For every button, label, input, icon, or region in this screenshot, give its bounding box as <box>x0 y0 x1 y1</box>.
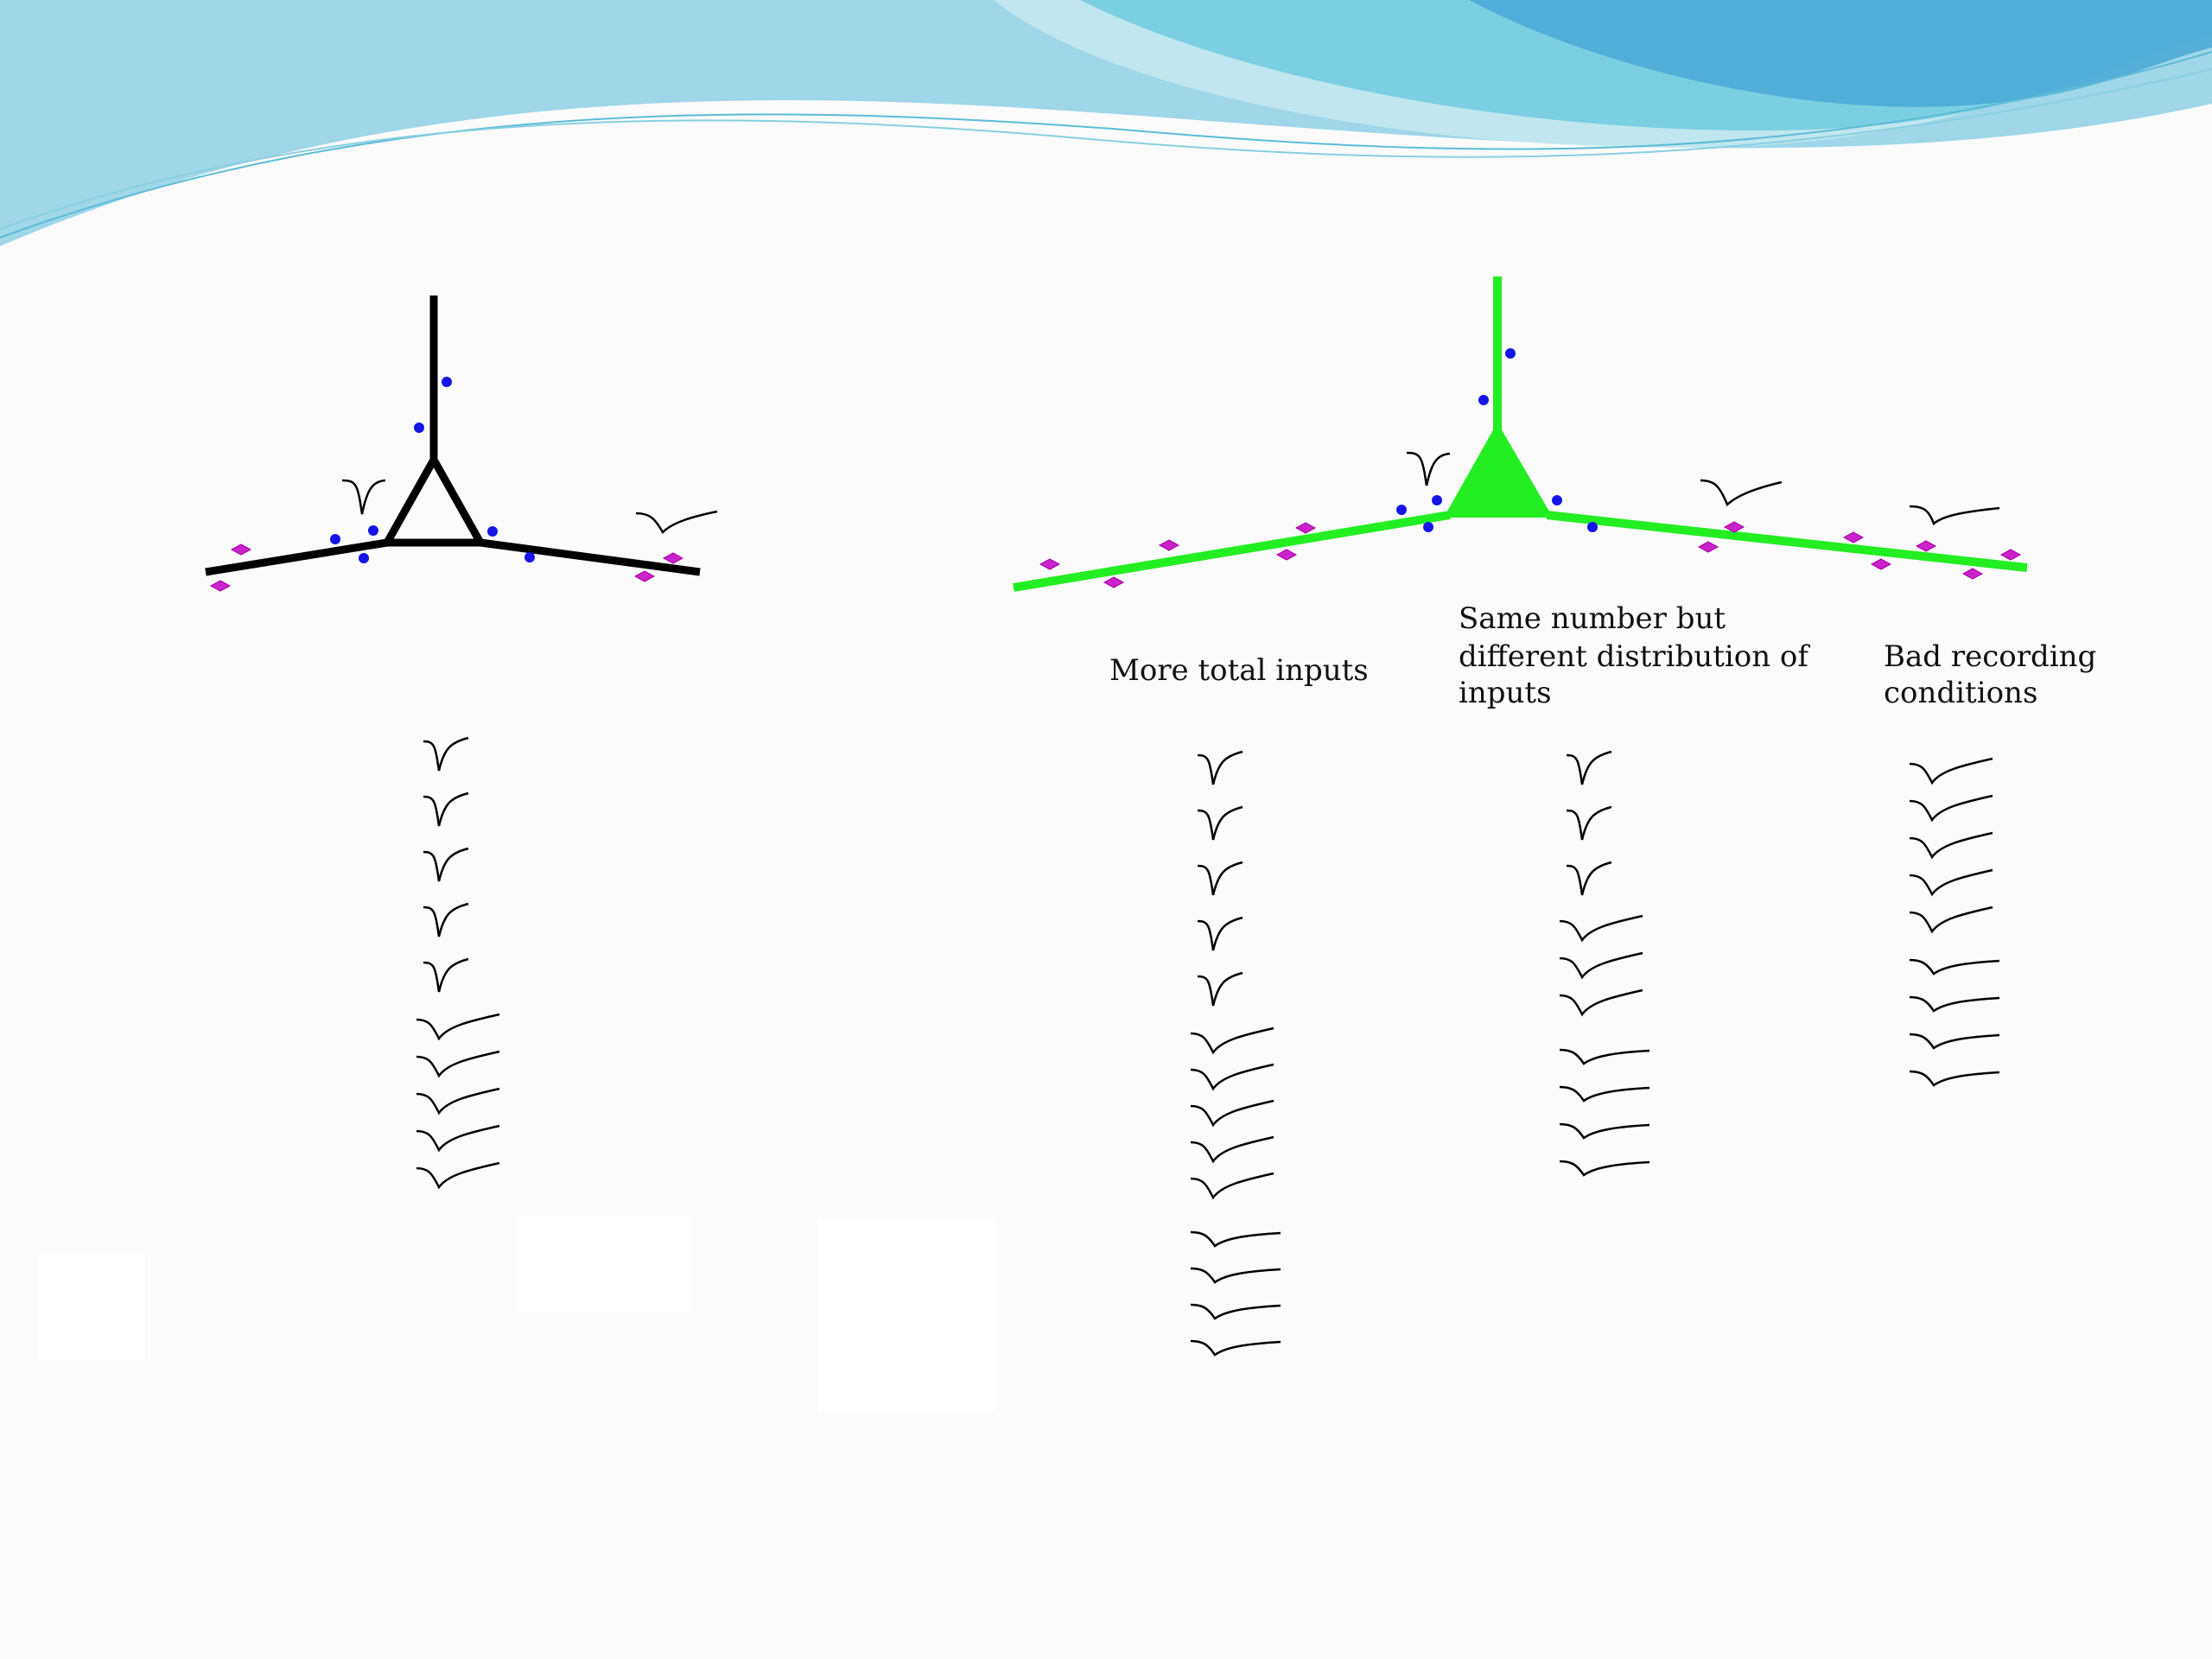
more-total-inputs-slow-trace <box>1190 1303 1281 1320</box>
more-total-inputs-fast-trace <box>1197 750 1243 785</box>
header-wave <box>0 0 2212 246</box>
bad-recording-fast-trace <box>1909 906 1993 934</box>
bad-recording-label-line2: conditions <box>1884 676 2038 710</box>
control-blue-synapses <box>330 377 535 563</box>
test-blue-synapses <box>1396 348 1598 532</box>
different-distribution-slow-trace <box>1559 951 1643 980</box>
different-distribution-fast-trace <box>1566 805 1612 841</box>
different-distribution-fast-trace <box>1566 861 1612 896</box>
test-sample-traces <box>1406 451 2000 526</box>
trace-columns <box>416 736 2000 1357</box>
different-distribution-slow-trace <box>1559 1160 1650 1177</box>
different-distribution-slow-trace <box>1559 1048 1650 1065</box>
bad-recording-fast-trace <box>1909 868 1993 897</box>
same-number-label-line3: inputs <box>1459 676 1552 710</box>
more-total-inputs-fast-trace <box>1197 916 1243 951</box>
more-total-inputs-slow-trace <box>1190 1172 1274 1200</box>
control-slow-trace <box>416 1124 500 1153</box>
more-total-inputs-label: More total inputs <box>1109 653 1369 688</box>
bad-recording-fast-trace <box>1909 757 1993 785</box>
bad-recording-slow-trace <box>1909 1070 2000 1087</box>
bad-recording-label-line1: Bad recording <box>1884 639 2097 674</box>
more-total-inputs-fast-trace <box>1197 971 1243 1007</box>
more-total-inputs-slow-trace <box>1190 1063 1274 1091</box>
bad-recording-slow-trace <box>1909 1033 2000 1050</box>
bad-recording-slow-trace <box>1909 995 2000 1013</box>
different-distribution-slow-trace <box>1559 914 1643 943</box>
control-slow-trace <box>416 1161 500 1190</box>
control-fast-trace <box>423 902 469 938</box>
more-total-inputs-slow-trace <box>1190 1027 1274 1055</box>
control-neuron <box>205 296 701 576</box>
control-slow-trace <box>416 1050 500 1078</box>
same-number-label-line2: different distribution of <box>1459 639 1808 674</box>
test-neuron <box>1013 276 2028 592</box>
bad-recording-slow-trace <box>1909 958 2000 976</box>
control-fast-trace <box>423 847 469 882</box>
control-fast-trace <box>423 957 469 993</box>
more-total-inputs-slow-trace <box>1190 1339 1281 1357</box>
different-distribution-slow-trace <box>1559 988 1643 1017</box>
more-total-inputs-slow-trace <box>1190 1135 1274 1164</box>
blank-box-2 <box>518 1217 691 1312</box>
control-slow-trace <box>416 1013 500 1041</box>
more-total-inputs-slow-trace <box>1190 1267 1281 1284</box>
different-distribution-slow-trace <box>1559 1122 1650 1140</box>
blank-box-1 <box>38 1255 145 1360</box>
different-distribution-slow-trace <box>1559 1085 1650 1103</box>
same-number-label-line1: Same number but <box>1459 601 1726 636</box>
control-fast-trace <box>423 791 469 827</box>
blank-box-3 <box>817 1218 995 1412</box>
different-distribution-fast-trace <box>1566 750 1612 785</box>
more-total-inputs-slow-trace <box>1190 1230 1281 1248</box>
control-fast-trace <box>423 736 469 772</box>
bad-recording-fast-trace <box>1909 794 1993 823</box>
more-total-inputs-fast-trace <box>1197 861 1243 896</box>
control-sample-traces <box>341 479 718 535</box>
control-slow-trace <box>416 1087 500 1116</box>
more-total-inputs-fast-trace <box>1197 805 1243 841</box>
bad-recording-fast-trace <box>1909 831 1993 860</box>
test-magenta-synapses <box>1039 521 2022 588</box>
control-magenta-synapses <box>209 543 684 592</box>
more-total-inputs-slow-trace <box>1190 1099 1274 1128</box>
